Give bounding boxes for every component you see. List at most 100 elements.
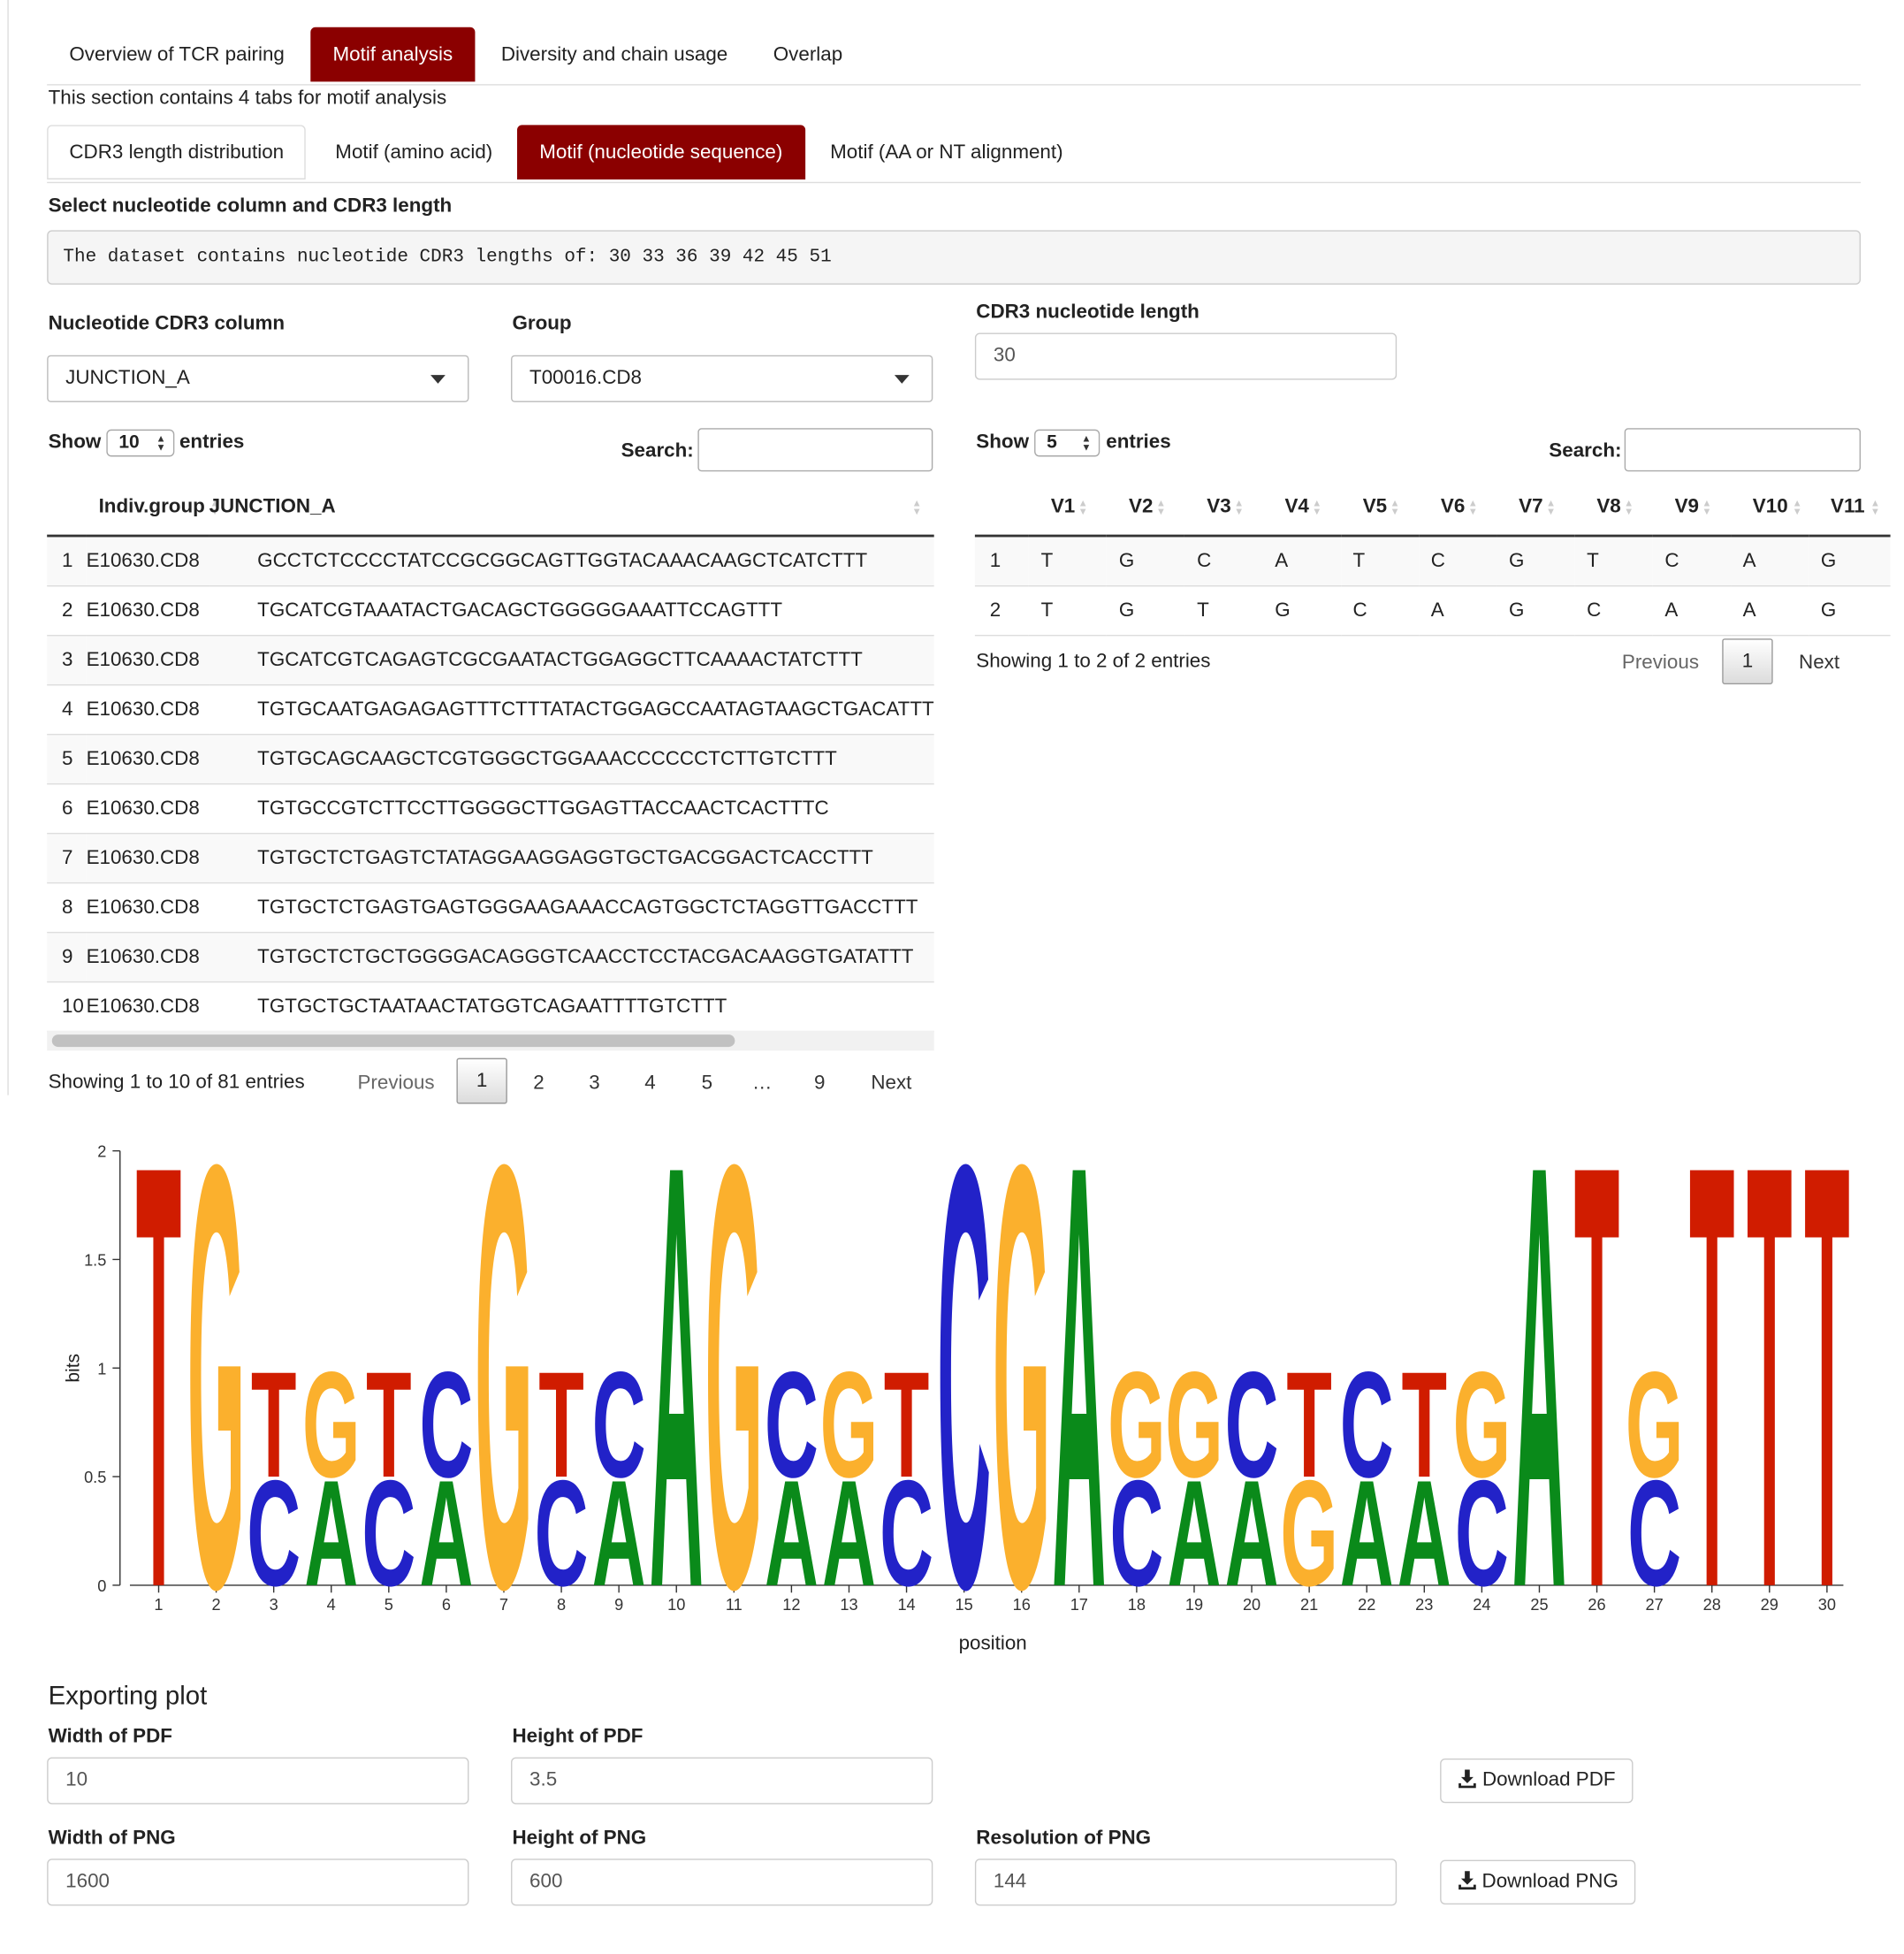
table-row[interactable]: 9 E10630.CD8 TGTGCTCTGCTGGGGACAGGGTCAACCTC… bbox=[47, 932, 934, 983]
pdf-width-input[interactable]: 10 bbox=[47, 1757, 469, 1805]
tab-cdr3-length[interactable]: CDR3 length distribution bbox=[47, 125, 307, 179]
row-cell: A bbox=[1262, 536, 1341, 587]
sort-icon: ▲ ▼ bbox=[1624, 497, 1634, 518]
position-header-v2[interactable]: V2 ▲ ▼ bbox=[1106, 480, 1185, 538]
x-tick-label: 1 bbox=[154, 1596, 163, 1614]
sort-icon: ▲ ▼ bbox=[1870, 497, 1880, 518]
right-prev-button[interactable]: Previous bbox=[1621, 652, 1700, 674]
table-row[interactable]: 10 E10630.CD8 TGTGCTGCTAATAACTATGGTCAGAATT… bbox=[47, 981, 934, 1033]
tab-motif-analysis[interactable]: Motif analysis bbox=[310, 27, 476, 82]
position-header-v8[interactable]: V8 ▲ ▼ bbox=[1574, 480, 1653, 538]
left-next-button[interactable]: Next bbox=[871, 1072, 912, 1095]
logo-letter-c: C bbox=[1225, 1340, 1279, 1508]
logo-letter-c: C bbox=[247, 1448, 301, 1617]
logo-letter-t: T bbox=[884, 1340, 929, 1508]
position-header-v10[interactable]: V10 ▲ ▼ bbox=[1730, 480, 1809, 538]
indiv-group-header[interactable]: Indiv.group ▲ ▼ bbox=[86, 480, 220, 538]
left-page-last[interactable]: 9 bbox=[813, 1072, 826, 1095]
png-width-input[interactable]: 1600 bbox=[47, 1859, 469, 1906]
position-header-label: V5 bbox=[1362, 496, 1388, 518]
tab-diversity[interactable]: Diversity and chain usage bbox=[500, 44, 728, 66]
position-header-v11[interactable]: V11 ▲ ▼ bbox=[1808, 480, 1891, 538]
tab-overlap[interactable]: Overlap bbox=[773, 44, 843, 66]
row-index: 5 bbox=[47, 734, 87, 785]
left-page-2[interactable]: 2 bbox=[533, 1072, 545, 1095]
position-header-v4[interactable]: V4 ▲ ▼ bbox=[1262, 480, 1341, 538]
left-prev-button[interactable]: Previous bbox=[357, 1072, 435, 1095]
table-row[interactable]: 6 E10630.CD8 TGTGCCGTCTTCCTTGGGGCTTGGAGTTA… bbox=[47, 783, 934, 835]
scrollbar-thumb[interactable] bbox=[51, 1034, 735, 1048]
position-header-v1[interactable]: V1 ▲ ▼ bbox=[1028, 480, 1107, 538]
group-label: Group bbox=[512, 313, 572, 334]
row-group: E10630.CD8 bbox=[86, 635, 209, 686]
left-page-length-select[interactable]: 10 ▲ ▼ bbox=[106, 429, 175, 457]
logo-letter-t: T bbox=[136, 1120, 181, 1665]
position-header-v6[interactable]: V6 ▲ ▼ bbox=[1418, 480, 1497, 538]
sort-icon: ▲ ▼ bbox=[1545, 497, 1557, 518]
table-row[interactable]: 7 E10630.CD8 TGTGCTCTGAGTCTATAGGAAGGAGGTGC… bbox=[47, 833, 934, 884]
y-axis-label: bits bbox=[64, 1354, 84, 1383]
row-sequence: GCCTCTCCCCTATCCGCGGCAGTTGGTACAAACAAGCTCA… bbox=[209, 536, 934, 587]
pdf-height-input[interactable]: 3.5 bbox=[511, 1757, 933, 1805]
junction-a-header[interactable]: JUNCTION_A ▲ ▼ bbox=[209, 480, 934, 538]
x-tick-label: 10 bbox=[667, 1596, 685, 1614]
right-search-input[interactable] bbox=[1624, 428, 1862, 472]
sort-icon: ▲ ▼ bbox=[1234, 497, 1245, 518]
position-header-v3[interactable]: V3 ▲ ▼ bbox=[1184, 480, 1263, 538]
row-group: E10630.CD8 bbox=[86, 536, 209, 587]
position-header-v9[interactable]: V9 ▲ ▼ bbox=[1652, 480, 1731, 538]
table-row[interactable]: 1 E10630.CD8 GCCTCTCCCCTATCCGCGGCAGTTGGTAC… bbox=[47, 536, 934, 587]
logo-letter-g: G bbox=[1626, 1340, 1684, 1508]
table-row[interactable]: 5 E10630.CD8 TGTGCAGCAAGCTCGTGGGCTGGAAACCC… bbox=[47, 734, 934, 785]
left-page-4[interactable]: 4 bbox=[644, 1072, 656, 1095]
right-next-button[interactable]: Next bbox=[1799, 652, 1840, 674]
table-row[interactable]: 4 E10630.CD8 TGTGCAATGAGAGAGTTTCTTTATACTGG… bbox=[47, 684, 934, 736]
position-header-label: V4 bbox=[1284, 496, 1309, 518]
updown-icon: ▲ ▼ bbox=[156, 432, 166, 454]
table-row[interactable]: 3 E10630.CD8 TGCATCGTCAGAGTCGCGAATACTGGAGG… bbox=[47, 635, 934, 686]
position-header-v5[interactable]: V5 ▲ ▼ bbox=[1340, 480, 1419, 538]
x-tick-label: 15 bbox=[956, 1596, 973, 1614]
sort-icon: ▲ ▼ bbox=[1467, 497, 1478, 518]
row-cell: T bbox=[1028, 585, 1107, 637]
length-input[interactable]: 30 bbox=[974, 332, 1398, 380]
logo-letter-t: T bbox=[251, 1340, 296, 1508]
tab-overview[interactable]: Overview of TCR pairing bbox=[69, 44, 285, 66]
png-height-input[interactable]: 600 bbox=[511, 1859, 933, 1906]
left-page-current[interactable]: 1 bbox=[456, 1057, 507, 1104]
tab-motif-nt[interactable]: Motif (nucleotide sequence) bbox=[517, 125, 805, 179]
position-header-label: V8 bbox=[1596, 496, 1621, 518]
table-row[interactable]: 8 E10630.CD8 TGTGCTCTGAGTGAGTGGGAAGAAACCAG… bbox=[47, 882, 934, 934]
right-page-length-select[interactable]: 5 ▲ ▼ bbox=[1034, 429, 1101, 457]
x-tick-label: 2 bbox=[212, 1596, 221, 1614]
png-res-input[interactable]: 144 bbox=[974, 1859, 1398, 1906]
table-row[interactable]: 2 E10630.CD8 TGCATCGTAAATACTGACAGCTGGGGGAA… bbox=[47, 585, 934, 637]
y-tick-label: 0.5 bbox=[84, 1469, 106, 1486]
tab-motif-alignment[interactable]: Motif (AA or NT alignment) bbox=[830, 141, 1063, 164]
main-tabs: Overview of TCR pairing Motif analysis D… bbox=[47, 27, 1862, 86]
tab-motif-aa[interactable]: Motif (amino acid) bbox=[335, 141, 493, 164]
logo-letter-g: G bbox=[993, 1120, 1051, 1665]
logo-letter-g: G bbox=[1453, 1340, 1512, 1508]
right-search-label: Search: bbox=[1549, 440, 1622, 462]
download-png-button[interactable]: Download PNG bbox=[1440, 1859, 1636, 1904]
position-header-label: V3 bbox=[1207, 496, 1231, 518]
sequences-table: Indiv.group ▲ ▼ JUNCTION_A ▲ ▼ 1 E10630.CD8… bbox=[47, 480, 934, 1033]
row-cell: A bbox=[1730, 585, 1809, 637]
x-tick-label: 13 bbox=[840, 1596, 857, 1614]
sort-icon: ▲ ▼ bbox=[911, 497, 922, 518]
download-pdf-button[interactable]: Download PDF bbox=[1440, 1758, 1634, 1804]
nt-column-select[interactable]: JUNCTION_A bbox=[47, 355, 469, 402]
group-select[interactable]: T00016.CD8 bbox=[511, 355, 933, 402]
horizontal-scrollbar[interactable] bbox=[47, 1030, 934, 1051]
row-cell: G bbox=[1106, 585, 1185, 637]
left-page-3[interactable]: 3 bbox=[589, 1072, 600, 1095]
left-search-input[interactable] bbox=[697, 428, 933, 472]
right-page-current[interactable]: 1 bbox=[1722, 638, 1773, 684]
position-header-v7[interactable]: V7 ▲ ▼ bbox=[1496, 480, 1575, 538]
left-page-5[interactable]: 5 bbox=[701, 1072, 713, 1095]
x-tick-label: 28 bbox=[1703, 1596, 1721, 1614]
